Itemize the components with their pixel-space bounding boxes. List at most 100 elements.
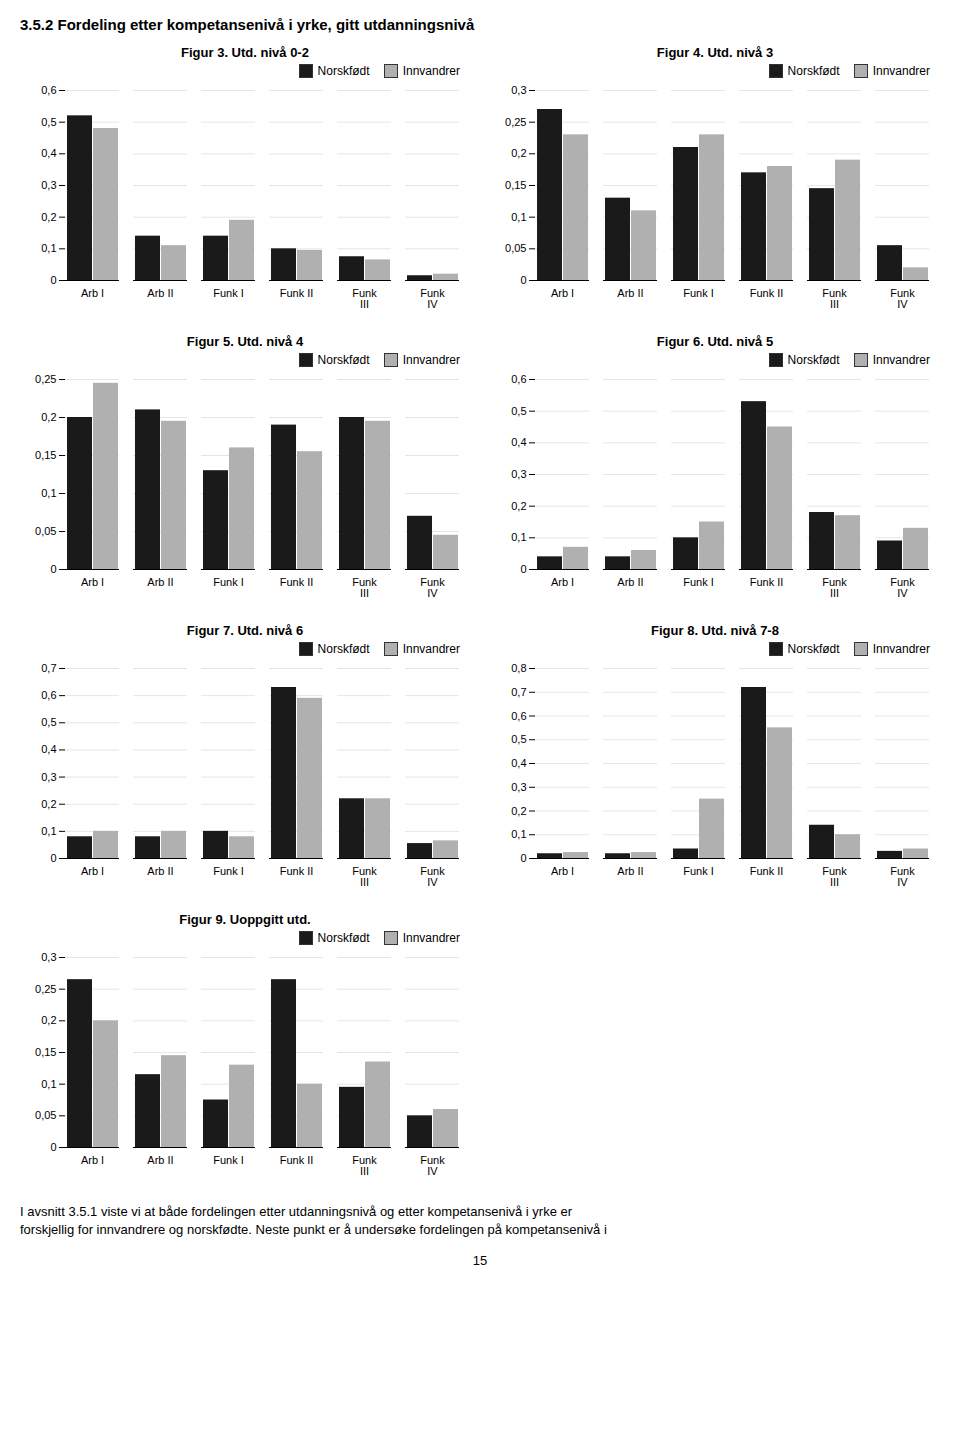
svg-text:0: 0	[50, 563, 56, 575]
svg-text:0,5: 0,5	[511, 405, 526, 417]
svg-text:0,15: 0,15	[35, 449, 56, 461]
svg-text:Arb I: Arb I	[551, 576, 574, 588]
svg-text:FunkIV: FunkIV	[890, 865, 915, 888]
svg-text:FunkIII: FunkIII	[822, 576, 847, 599]
svg-text:0,2: 0,2	[511, 805, 526, 817]
svg-text:Funk I: Funk I	[683, 287, 714, 299]
svg-text:0,5: 0,5	[41, 716, 56, 728]
svg-text:Arb I: Arb I	[81, 865, 104, 877]
svg-text:0,6: 0,6	[511, 373, 526, 385]
svg-text:0,1: 0,1	[41, 1078, 56, 1090]
svg-text:Funk I: Funk I	[213, 1154, 244, 1166]
svg-text:Funk II: Funk II	[280, 287, 314, 299]
svg-text:Funk I: Funk I	[683, 865, 714, 877]
html-text:15: 15	[472, 1253, 488, 1269]
svg-text:0: 0	[520, 274, 526, 286]
svg-text:0,8: 0,8	[511, 662, 526, 674]
svg-text:0,25: 0,25	[35, 983, 56, 995]
svg-text:Funk II: Funk II	[280, 865, 314, 877]
svg-text:0,2: 0,2	[41, 411, 56, 423]
svg-text:0,3: 0,3	[41, 179, 56, 191]
svg-text:Arb I: Arb I	[81, 287, 104, 299]
svg-text:0,2: 0,2	[41, 1014, 56, 1026]
svg-text:Arb II: Arb II	[147, 1154, 173, 1166]
svg-text:Funk I: Funk I	[213, 576, 244, 588]
svg-text:Arb I: Arb I	[551, 865, 574, 877]
svg-text:0,1: 0,1	[511, 828, 526, 840]
svg-text:Arb II: Arb II	[617, 287, 643, 299]
svg-text:0,1: 0,1	[511, 211, 526, 223]
svg-text:FunkIII: FunkIII	[352, 1154, 377, 1177]
svg-text:0,3: 0,3	[511, 781, 526, 793]
html-text:Figur 5. Utd. nivå 4: Figur 5. Utd. nivå 4	[186, 334, 304, 349]
svg-text:0: 0	[50, 1141, 56, 1153]
svg-text:FunkIII: FunkIII	[352, 576, 377, 599]
svg-text:Arb II: Arb II	[147, 865, 173, 877]
svg-text:0,1: 0,1	[41, 487, 56, 499]
svg-text:Arb II: Arb II	[617, 865, 643, 877]
svg-text:0,05: 0,05	[35, 525, 56, 537]
svg-text:0,1: 0,1	[41, 825, 56, 837]
svg-text:FunkIV: FunkIV	[420, 576, 445, 599]
svg-text:0,05: 0,05	[35, 1109, 56, 1121]
svg-text:Funk I: Funk I	[213, 287, 244, 299]
svg-text:FunkIV: FunkIV	[420, 865, 445, 888]
svg-text:0,4: 0,4	[41, 743, 56, 755]
svg-text:FunkIII: FunkIII	[352, 287, 377, 310]
svg-text:0,2: 0,2	[511, 500, 526, 512]
svg-text:0,6: 0,6	[511, 710, 526, 722]
svg-text:0,15: 0,15	[505, 179, 526, 191]
svg-text:FunkIV: FunkIV	[420, 1154, 445, 1177]
svg-text:0,25: 0,25	[35, 373, 56, 385]
svg-text:0,7: 0,7	[511, 686, 526, 698]
svg-text:0: 0	[520, 563, 526, 575]
svg-text:0,7: 0,7	[41, 662, 56, 674]
svg-text:Funk I: Funk I	[213, 865, 244, 877]
svg-text:0,2: 0,2	[41, 798, 56, 810]
html-text:Figur 3. Utd. nivå 0-2: Figur 3. Utd. nivå 0-2	[181, 45, 309, 60]
svg-text:0,2: 0,2	[511, 147, 526, 159]
svg-text:0,4: 0,4	[511, 757, 526, 769]
svg-text:FunkIII: FunkIII	[352, 865, 377, 888]
html-text:Figur 6. Utd. nivå 5: Figur 6. Utd. nivå 5	[656, 334, 774, 349]
svg-text:Funk II: Funk II	[280, 576, 314, 588]
svg-text:FunkIV: FunkIV	[890, 576, 915, 599]
svg-text:0,3: 0,3	[511, 84, 526, 96]
svg-text:Arb I: Arb I	[81, 576, 104, 588]
svg-text:Arb II: Arb II	[147, 576, 173, 588]
svg-text:0,15: 0,15	[35, 1046, 56, 1058]
svg-text:FunkIV: FunkIV	[890, 287, 915, 310]
svg-text:0: 0	[50, 274, 56, 286]
svg-text:Funk II: Funk II	[750, 576, 784, 588]
svg-text:0,6: 0,6	[41, 84, 56, 96]
svg-text:FunkIII: FunkIII	[822, 287, 847, 310]
svg-text:0: 0	[520, 852, 526, 864]
svg-text:0,5: 0,5	[511, 733, 526, 745]
svg-text:0: 0	[50, 852, 56, 864]
svg-text:0,3: 0,3	[511, 468, 526, 480]
svg-text:Arb II: Arb II	[147, 287, 173, 299]
svg-text:0,4: 0,4	[41, 147, 56, 159]
svg-text:0,05: 0,05	[505, 242, 526, 254]
svg-text:Funk II: Funk II	[750, 287, 784, 299]
svg-text:0,3: 0,3	[41, 951, 56, 963]
svg-text:Arb I: Arb I	[551, 287, 574, 299]
svg-text:0,1: 0,1	[511, 531, 526, 543]
html-text:3.5.2 Fordeling etter kompetan: 3.5.2 Fordeling etter kompetansenivå i y…	[20, 16, 475, 33]
svg-text:0,1: 0,1	[41, 242, 56, 254]
svg-text:0,3: 0,3	[41, 771, 56, 783]
svg-text:0,2: 0,2	[41, 211, 56, 223]
svg-text:0,5: 0,5	[41, 116, 56, 128]
svg-text:0,4: 0,4	[511, 436, 526, 448]
svg-text:Funk II: Funk II	[750, 865, 784, 877]
svg-text:Arb I: Arb I	[81, 1154, 104, 1166]
svg-text:Funk I: Funk I	[683, 576, 714, 588]
svg-text:Funk II: Funk II	[280, 1154, 314, 1166]
svg-text:0,25: 0,25	[505, 116, 526, 128]
svg-text:Arb II: Arb II	[617, 576, 643, 588]
html-text:I avsnitt 3.5.1 viste vi at bå: I avsnitt 3.5.1 viste vi at både fordeli…	[20, 1204, 607, 1238]
svg-text:FunkIII: FunkIII	[822, 865, 847, 888]
html-text:Figur 4. Utd. nivå 3: Figur 4. Utd. nivå 3	[656, 45, 774, 60]
svg-text:FunkIV: FunkIV	[420, 287, 445, 310]
svg-text:0,6: 0,6	[41, 689, 56, 701]
